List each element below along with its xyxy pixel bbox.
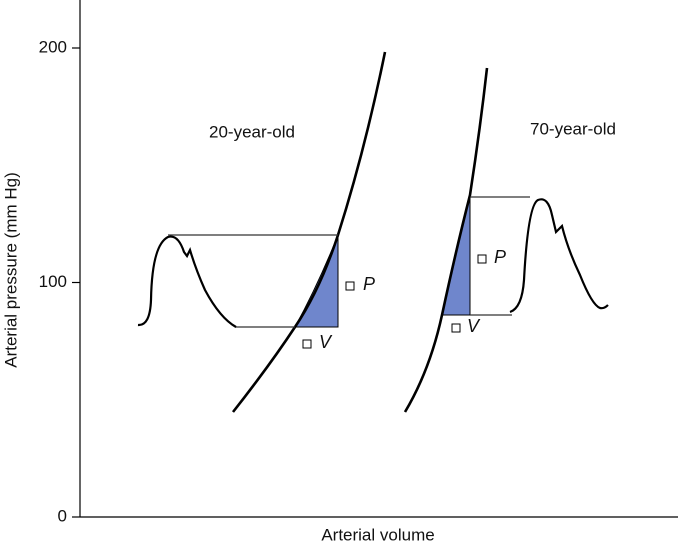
delta-v: V [319, 332, 333, 352]
delta-p: P [363, 274, 375, 294]
panel-label: 20-year-old [209, 122, 295, 141]
delta-symbol [345, 281, 355, 291]
pulse-wave [509, 198, 609, 314]
compliance-curve [403, 67, 489, 413]
compliance-area [294, 234, 339, 328]
compliance-curve [231, 51, 387, 413]
delta-symbol [477, 254, 487, 264]
y-axis-label: Arterial pressure (mm Hg) [1, 172, 20, 368]
delta-symbol [451, 323, 461, 333]
delta-symbol [302, 339, 312, 349]
panel-label: 70-year-old [530, 119, 616, 138]
y-tick-label: 0 [58, 506, 67, 525]
y-tick-label: 200 [39, 37, 67, 56]
delta-p: P [494, 247, 506, 267]
pulse-wave [137, 235, 237, 328]
delta-v: V [467, 316, 481, 336]
y-tick-label: 100 [39, 272, 67, 291]
x-axis-label: Arterial volume [321, 525, 434, 544]
